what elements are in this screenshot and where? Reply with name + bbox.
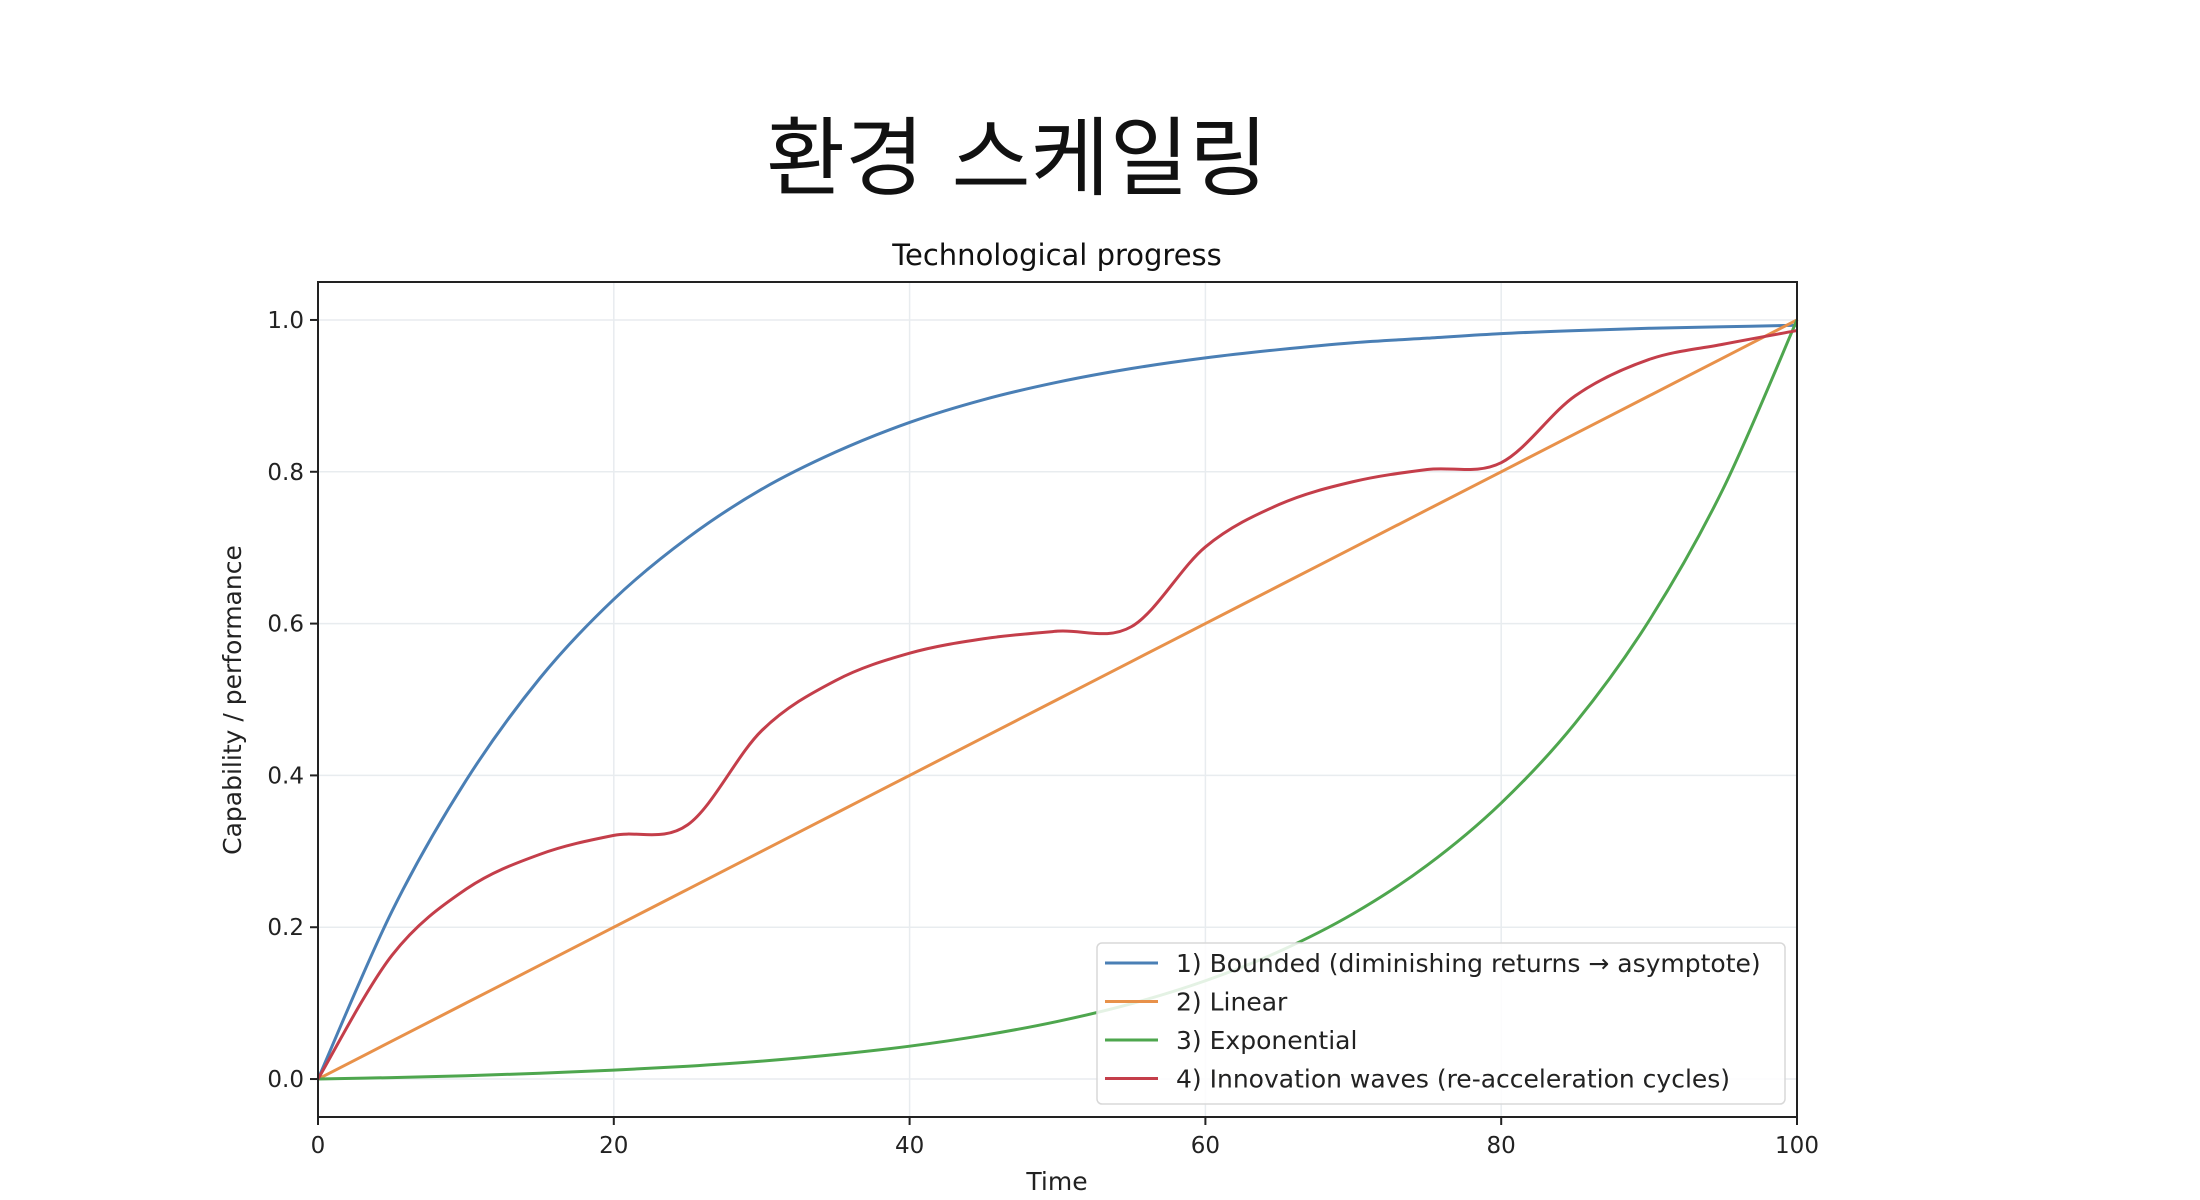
slide-title: 환경 스케일링 — [765, 109, 1269, 209]
y-tick-label: 0.6 — [267, 612, 304, 638]
legend-label: 3) Exponential — [1176, 1026, 1357, 1055]
y-tick-label: 1.0 — [267, 308, 304, 334]
series-line-1 — [316, 323, 1798, 1080]
legend-label: 4) Innovation waves (re-acceleration cyc… — [1176, 1065, 1730, 1094]
legend-label: 1) Bounded (diminishing returns → asympt… — [1176, 949, 1761, 978]
y-tick-label: 0.4 — [267, 763, 304, 789]
x-axis-label: Time — [1025, 1167, 1087, 1196]
series-line-2 — [317, 318, 1798, 1081]
y-tick-label: 0.2 — [267, 915, 304, 941]
y-tick-label: 0.0 — [267, 1067, 304, 1093]
y-tick-label: 0.8 — [267, 460, 304, 486]
x-tick-label: 20 — [599, 1133, 628, 1159]
series-line-4 — [316, 329, 1798, 1080]
x-tick-label: 0 — [311, 1133, 326, 1159]
legend: 1) Bounded (diminishing returns → asympt… — [1096, 942, 1786, 1105]
x-tick-label: 40 — [895, 1133, 924, 1159]
legend-box — [1096, 942, 1786, 1105]
plot-frame — [317, 281, 1798, 1118]
x-tick-label: 60 — [1191, 1133, 1220, 1159]
chart-title: Technological progress — [891, 238, 1222, 272]
y-axis-label: Capability / performance — [218, 545, 247, 855]
legend-label: 2) Linear — [1176, 988, 1288, 1017]
x-tick-label: 80 — [1487, 1133, 1516, 1159]
x-tick-label: 100 — [1775, 1133, 1819, 1159]
